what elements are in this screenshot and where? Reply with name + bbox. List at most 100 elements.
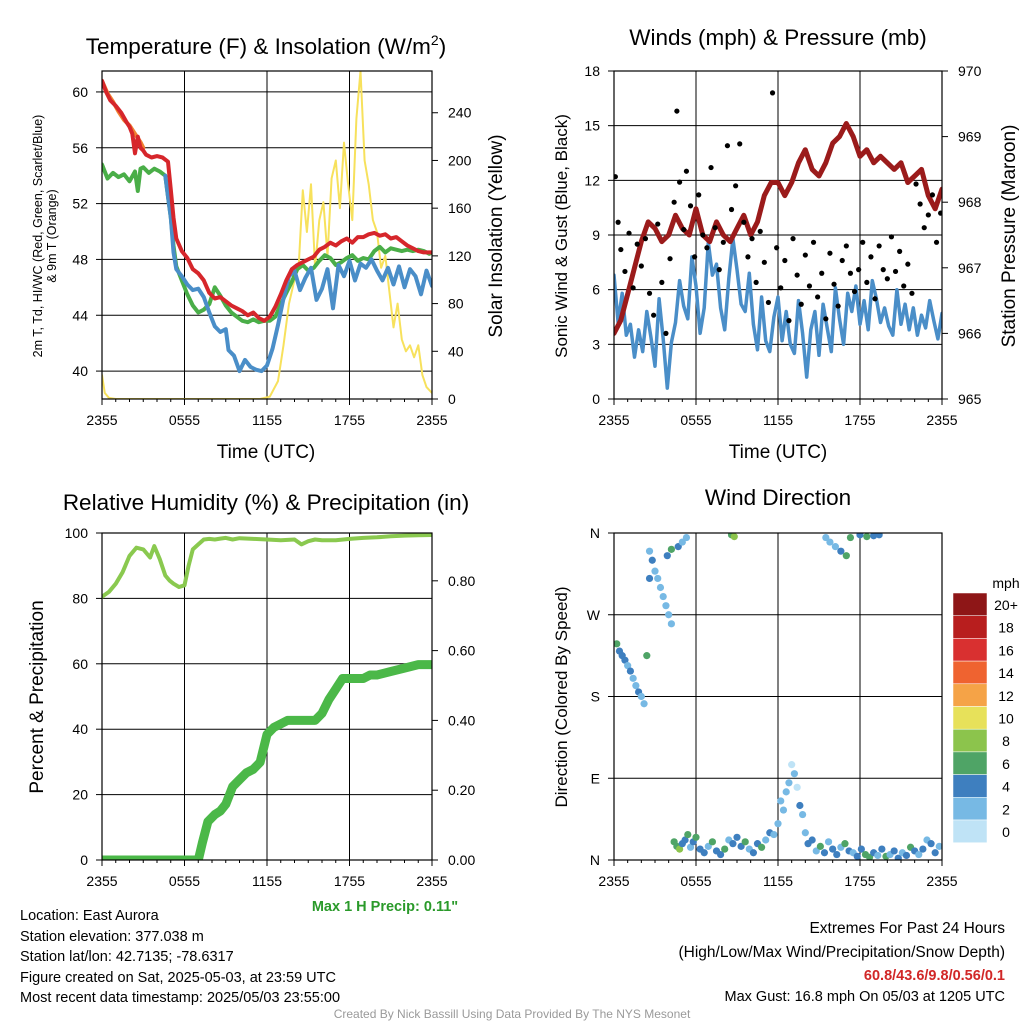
direction-point [663,552,671,560]
gust-point [790,236,796,242]
x-tick-label: 0555 [169,412,200,428]
gust-point [733,183,739,189]
direction-point [842,552,850,560]
speed-colorbar: mph 20+ 18 16 14 12 10 8 6 4 2 0 [952,575,1020,843]
gust-point [905,261,911,267]
gust-point [677,179,683,185]
colorbar-swatch [952,660,988,685]
direction-point [841,840,849,848]
wind-direction-axes: 2355 0555 1155 1755 2355 N E S W N [587,525,958,889]
y-tick-label: 15 [584,118,600,134]
humidity-grid [102,533,432,860]
direction-point [833,850,841,859]
station-latlon: Station lat/lon: 42.7135; -78.6317 [20,949,234,965]
direction-point [632,682,640,690]
colorbar-swatch [952,797,988,821]
y-tick-label: 6 [592,282,600,298]
direction-point [782,788,790,796]
direction-point [878,845,886,853]
gust-point [847,270,854,276]
gust-point [674,108,680,114]
y2-tick-label: 0.20 [448,782,475,798]
x-tick-label: 2355 [416,873,447,889]
direction-point [857,845,865,853]
gust-point [835,303,841,309]
colorbar-label: 16 [998,642,1014,658]
y2-tick-label: 80 [448,296,464,312]
plot-frame [101,70,433,400]
direction-point [626,667,635,675]
gust-point [774,245,780,251]
direction-point [686,843,695,851]
x-tick-label: 2355 [86,873,117,889]
gust-point [921,225,927,231]
direction-point [729,840,737,848]
station-info: Location: East Aurora Station elevation:… [20,906,340,1009]
y-tick-label: 48 [72,251,88,267]
gust-point [749,236,755,242]
direction-point [614,640,621,648]
y2-tick-label: 0 [448,391,456,407]
temperature-title: Temperature (F) & Insolation (W/m2) [86,32,446,59]
humidity-axes: 2355 0555 1155 1755 2355 0 20 40 60 80 100 0.00 0.20… [65,525,476,889]
x-tick-label: 1155 [252,873,282,889]
direction-point [801,829,809,837]
direction-point [829,845,837,853]
precip-line [102,660,432,860]
temp_2m-line [102,78,432,323]
y-tick-label: 18 [584,63,600,79]
x-tick-label: 1155 [252,412,282,428]
y-tick-label: 60 [72,656,88,672]
direction-point [708,838,717,846]
gust-point [831,281,837,287]
humidity-y-axis-label: Percent & Precipitation [27,600,48,793]
gust-point [786,318,792,324]
direction-point [741,838,749,846]
gust-point [667,256,673,262]
winds-title: Winds (mph) & Pressure (mb) [629,25,927,50]
direction-point [808,836,816,844]
y-tick-label: 40 [72,363,88,379]
colorbar-unit-label: mph [992,575,1019,591]
colorbar-label: 18 [998,620,1014,636]
x-tick-label: 1155 [763,412,793,428]
gust-point [745,254,751,260]
gust-point [876,243,882,249]
plot-frame [613,532,943,861]
direction-point [682,533,691,542]
direction-point [770,830,778,839]
y2-tick-label: 160 [448,200,472,216]
gust-point [819,270,825,276]
gust-point [856,267,862,273]
y-tick-label: 56 [72,140,88,156]
y-tick-label: 52 [72,196,88,212]
temperature-y-axis-label-line1: 2m T, Td, HI/WC (Red, Green, Scarlet/Blu… [31,115,45,358]
gust-point [630,285,636,291]
gust-point [802,252,808,258]
credit-footer: Created By Nick Bassill Using Data Provi… [333,1007,691,1021]
gust-point [708,164,714,171]
direction-point [665,611,673,619]
colorbar-swatch [952,774,988,798]
y2-tick-label: 0.00 [448,852,475,868]
y-tick-label: W [587,607,601,623]
gust-point [933,239,940,245]
extremes-heading: Extremes For Past 24 Hours [809,920,1005,937]
x-tick-label: 2355 [598,873,629,889]
gust-point [741,219,747,225]
station-location: Location: East Aurora [20,908,159,924]
direction-point [667,545,676,553]
y-tick-label: 20 [72,787,88,803]
direction-point [774,820,782,828]
direction-point [762,836,770,844]
y2-tick-label: 966 [958,325,982,341]
direction-point [749,849,758,857]
gust-point [728,206,735,213]
rh-line [102,533,432,599]
y2-tick-label: 967 [958,260,982,276]
direction-point [637,692,645,701]
colorbar-label: 14 [998,665,1014,681]
colorbar-swatch [952,728,988,753]
most-recent-data: Most recent data timestamp: 2025/05/03 2… [20,990,341,1006]
direction-point [796,801,804,810]
